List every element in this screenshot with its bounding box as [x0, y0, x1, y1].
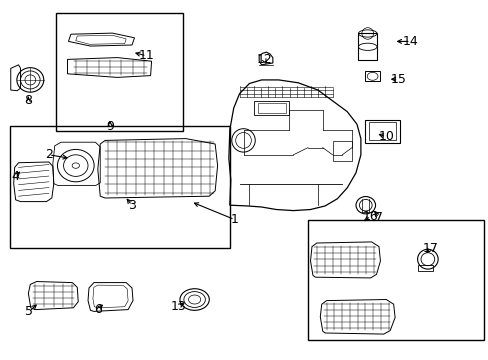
Text: 11: 11: [139, 49, 154, 62]
Bar: [358, 33, 376, 60]
Text: 16: 16: [362, 210, 378, 222]
Bar: [257, 103, 285, 113]
Bar: [56, 13, 183, 131]
Text: 12: 12: [256, 53, 271, 66]
Bar: [332, 141, 351, 161]
Text: 5: 5: [25, 305, 33, 318]
Bar: [417, 265, 432, 271]
Text: 2: 2: [45, 148, 53, 161]
Bar: [365, 71, 379, 81]
Text: 13: 13: [170, 300, 186, 313]
Text: 15: 15: [390, 73, 406, 86]
Text: 8: 8: [24, 94, 32, 107]
Bar: [10, 126, 229, 248]
Text: 14: 14: [402, 35, 418, 48]
Text: 7: 7: [374, 211, 382, 224]
Bar: [254, 101, 289, 115]
Text: 10: 10: [378, 130, 393, 143]
Text: 17: 17: [422, 242, 437, 255]
Text: 9: 9: [106, 120, 114, 132]
Text: 3: 3: [128, 199, 136, 212]
Text: 4: 4: [12, 170, 20, 183]
Text: 1: 1: [230, 213, 238, 226]
Bar: [307, 220, 483, 340]
Bar: [364, 120, 399, 143]
Text: 6: 6: [94, 303, 102, 316]
Bar: [368, 122, 395, 140]
